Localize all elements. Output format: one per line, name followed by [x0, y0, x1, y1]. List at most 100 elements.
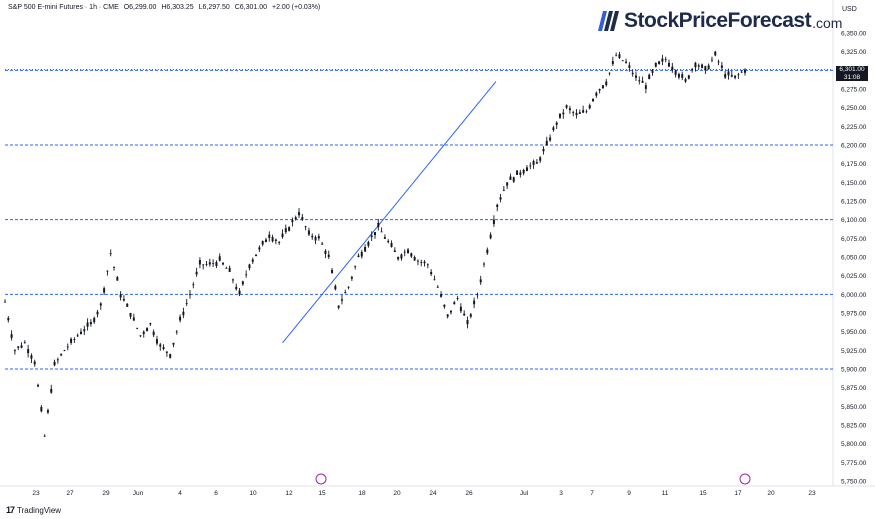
candle-body	[76, 335, 79, 337]
candle-body	[582, 110, 585, 113]
tradingview-icon: 17	[6, 505, 15, 515]
candle-body	[66, 346, 69, 348]
x-axis[interactable]: 23 27 29 Jun 4 6 10 12 15 18 20 24 26 Jul 3 7 9 11 15 17 20 2…	[32, 490, 816, 497]
candle-body	[13, 350, 16, 352]
candle-body	[592, 98, 595, 102]
candle-body	[17, 346, 20, 348]
tradingview-logo[interactable]: 17 TradingView	[6, 505, 61, 515]
candle-body	[446, 314, 449, 317]
candle-body	[73, 339, 76, 340]
candle-body	[578, 112, 581, 114]
candle-body	[301, 217, 304, 220]
last-price-tag: 6,301.00 31:08	[836, 66, 868, 81]
candle-body	[337, 305, 340, 308]
x-tick-label: 12	[285, 490, 293, 497]
currency-label[interactable]: USD	[842, 6, 857, 13]
candle-body	[453, 302, 456, 305]
candle-body	[212, 263, 215, 265]
candle-body	[142, 331, 145, 335]
candle-body	[572, 112, 575, 113]
candle-body	[350, 276, 353, 279]
candle-body	[231, 279, 234, 281]
candle-body	[545, 140, 548, 145]
candle-body	[172, 342, 175, 345]
candle-body	[20, 345, 23, 348]
candle-body	[588, 105, 591, 109]
y-tick-label: 6,250.00	[841, 105, 867, 112]
candle-body	[436, 286, 439, 288]
event-marker-icon	[315, 473, 327, 485]
high-value: H6,303.25	[161, 4, 194, 11]
brand-tld: .com	[812, 15, 843, 31]
candle-body	[175, 331, 178, 333]
trendline	[282, 81, 497, 344]
last-price: 6,301.00	[839, 66, 865, 73]
candle-body	[324, 250, 327, 254]
candle-body	[258, 247, 261, 250]
candle-body	[50, 388, 53, 393]
trendline-segment	[282, 81, 497, 344]
candle-body	[89, 321, 92, 325]
x-tick-label: 27	[66, 490, 74, 497]
x-tick-label: 4	[178, 490, 182, 497]
candle-body	[654, 62, 657, 67]
candle-body	[499, 197, 502, 200]
candle-body	[638, 80, 641, 82]
x-tick-label: 15	[318, 490, 326, 497]
candle-body	[502, 189, 505, 191]
event-marker-icon	[739, 473, 751, 485]
candle-body	[720, 65, 723, 68]
candle-body	[116, 277, 119, 281]
candle-body	[522, 169, 525, 174]
candle-body	[225, 267, 228, 269]
candle-body	[621, 60, 624, 62]
candle-body	[119, 294, 122, 298]
candle-body	[238, 290, 241, 295]
plot-area[interactable]	[0, 0, 875, 487]
candle-body	[241, 281, 244, 285]
candle-body	[400, 254, 403, 259]
candle-body	[416, 260, 419, 262]
candle-body	[585, 111, 588, 113]
y-axis[interactable]: 6,350.006,325.006,300.006,275.006,250.00…	[841, 31, 867, 486]
y-tick-label: 5,875.00	[841, 385, 867, 392]
candle-body	[7, 317, 10, 321]
candle-body	[370, 235, 373, 238]
candle-body	[730, 74, 733, 77]
y-tick-label: 6,150.00	[841, 180, 867, 187]
candle-body	[674, 70, 677, 75]
candle-body	[459, 306, 462, 312]
x-tick-label: 20	[393, 490, 401, 497]
candle-body	[489, 234, 492, 239]
candle-body	[552, 127, 555, 131]
candle-body	[641, 80, 644, 83]
candle-body	[631, 72, 634, 75]
candle-body	[40, 406, 43, 412]
chart-header: S&P 500 E-mini Futures · 1h · CME O6,299…	[8, 4, 323, 11]
candle-body	[354, 266, 357, 268]
candle-body	[496, 204, 499, 207]
bar-countdown: 31:08	[843, 73, 861, 81]
candle-body	[542, 148, 545, 152]
x-tick-label: 17	[734, 490, 742, 497]
candle-body	[658, 61, 661, 65]
event-markers[interactable]	[315, 473, 751, 485]
x-tick-label: 9	[627, 490, 631, 497]
candle-body	[129, 313, 132, 317]
candle-body	[483, 263, 486, 265]
y-tick-label: 5,750.00	[841, 479, 867, 486]
symbol-label[interactable]: S&P 500 E-mini Futures · 1h · CME	[8, 4, 119, 11]
candle-body	[628, 65, 631, 68]
y-tick-label: 6,075.00	[841, 236, 867, 243]
candle-body	[198, 260, 201, 265]
candle-body	[634, 75, 637, 78]
candle-body	[248, 264, 251, 269]
candle-body	[466, 320, 469, 325]
x-tick-label: Jul	[520, 490, 529, 497]
candle-body	[33, 361, 36, 365]
candle-body	[694, 62, 697, 68]
candle-body	[195, 271, 198, 275]
candle-body	[192, 284, 195, 286]
candle-body	[344, 292, 347, 294]
